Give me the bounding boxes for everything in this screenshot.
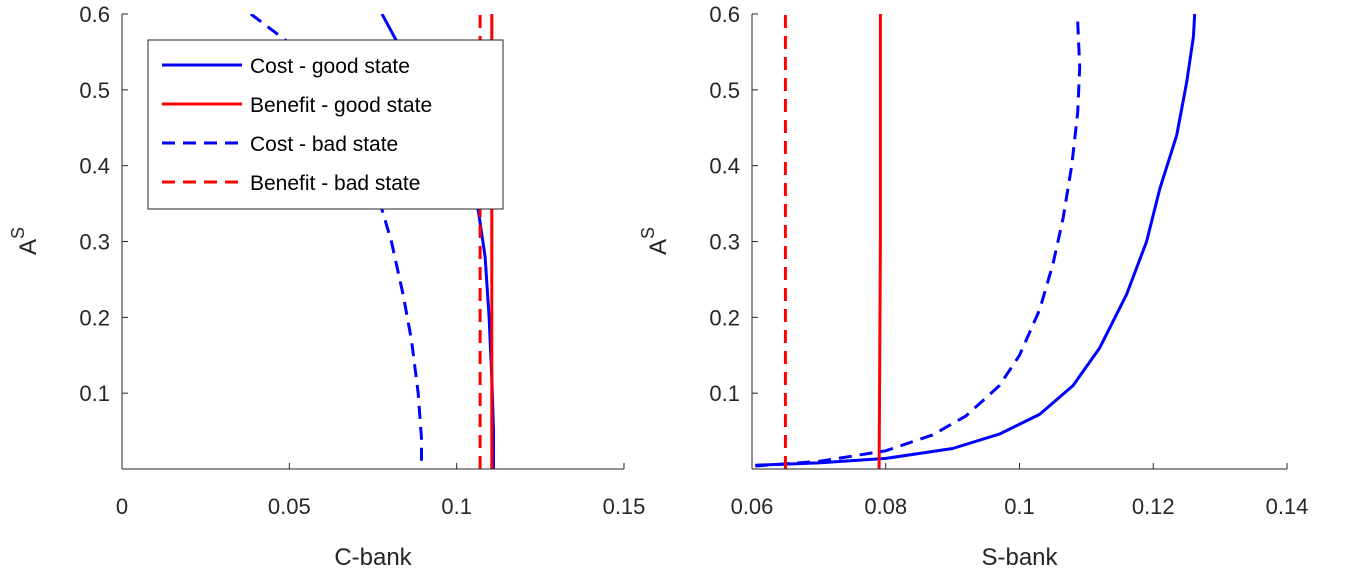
left-legend-label: Cost - good state [250, 55, 410, 78]
left-legend-label: Cost - bad state [250, 133, 398, 156]
right-y-tick-label: 0.1 [709, 381, 740, 406]
right-x-tick-label: 0.1 [1004, 494, 1035, 519]
right-x-tick-label: 0.14 [1266, 494, 1309, 519]
right-series-group [755, 14, 1197, 469]
left-chart-panel: 0 0.05 0.1 0.15 0.1 0.2 0.3 0.4 0.5 0.6 C-bank AS Co… [8, 2, 645, 571]
left-y-axis-label: AS [8, 227, 42, 255]
left-legend-label: Benefit - good state [250, 94, 432, 117]
right-y-tick-label: 0.6 [709, 2, 740, 27]
left-y-tick-label: 0.6 [79, 2, 110, 27]
left-x-tick-label: 0 [116, 494, 128, 519]
right-series-cost-bad-state [755, 21, 1082, 468]
left-y-tick-label: 0.4 [79, 154, 110, 179]
right-x-axis-label: S-bank [981, 544, 1058, 571]
left-x-tick-label: 0.15 [603, 494, 646, 519]
right-y-tick-label: 0.4 [709, 154, 740, 179]
left-y-tick-label: 0.3 [79, 230, 110, 255]
left-legend: Cost - good state Benefit - good state Cos… [147, 39, 504, 210]
right-x-tick-label: 0.08 [864, 494, 907, 519]
left-y-tick-label: 0.5 [79, 78, 110, 103]
left-y-tick-label: 0.2 [79, 305, 110, 330]
right-y-axis-label-superscript: S [638, 227, 658, 239]
right-y-tick-label: 0.3 [709, 230, 740, 255]
left-y-axis-label-superscript: S [8, 227, 28, 239]
left-legend-label: Benefit - bad state [250, 172, 420, 195]
left-y-tick-label: 0.1 [79, 381, 110, 406]
right-y-tick-label: 0.2 [709, 305, 740, 330]
right-y-tick-label: 0.5 [709, 78, 740, 103]
right-chart-panel: 0.06 0.08 0.1 0.12 0.14 0.1 0.2 0.3 0.4 0.5 0.6 S-b… [638, 2, 1308, 571]
right-y-axis-label-base: A [645, 239, 672, 255]
right-x-tick-label: 0.12 [1132, 494, 1175, 519]
left-y-axis-label-base: A [15, 239, 42, 255]
right-y-axis-label: AS [638, 227, 672, 255]
right-series-cost-good-state [755, 14, 1197, 467]
left-x-tick-label: 0.05 [268, 494, 311, 519]
left-x-axis-label: C-bank [334, 544, 412, 571]
right-x-tick-label: 0.06 [731, 494, 774, 519]
left-x-tick-label: 0.1 [441, 494, 472, 519]
right-series-benefit-good-state [877, 14, 882, 469]
